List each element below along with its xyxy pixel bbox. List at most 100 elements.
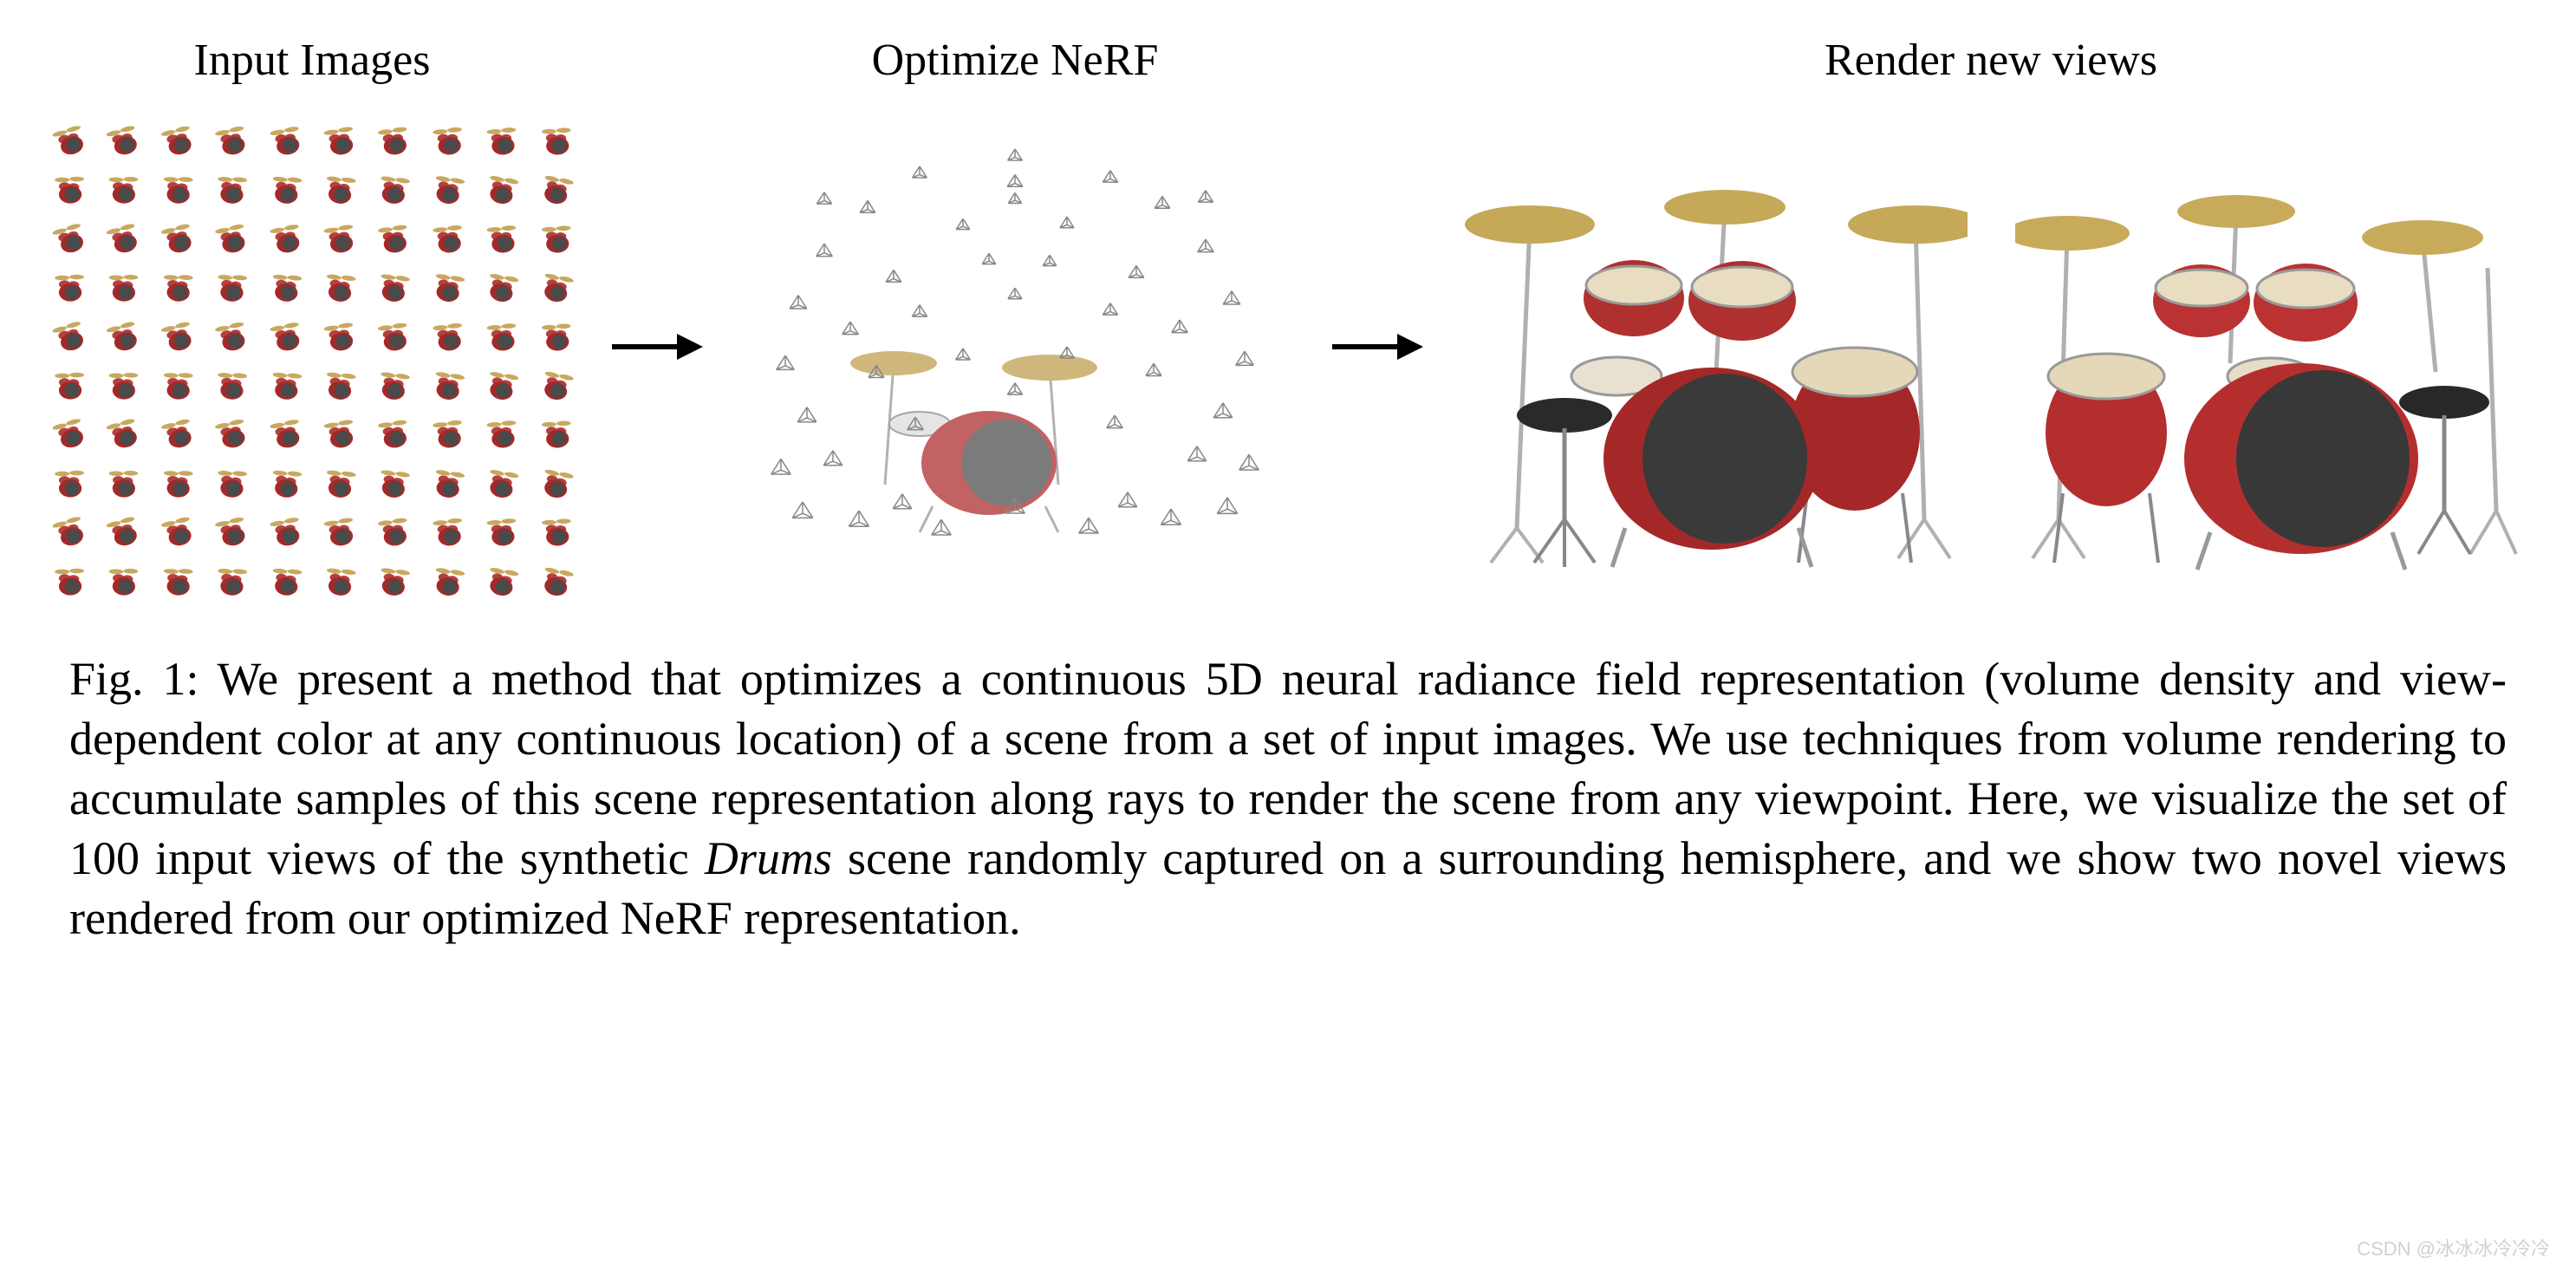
thumbnail bbox=[314, 552, 364, 597]
input-thumbnail-grid bbox=[43, 112, 581, 597]
thumbnail bbox=[152, 552, 202, 597]
thumbnail bbox=[314, 210, 364, 255]
thumbnail bbox=[152, 160, 202, 205]
thumbnail bbox=[530, 258, 581, 303]
thumbnail bbox=[43, 454, 94, 499]
rendered-view-2 bbox=[2015, 112, 2518, 580]
thumbnail bbox=[368, 308, 418, 353]
figure-caption: Fig. 1: We present a method that optimiz… bbox=[35, 649, 2541, 949]
camera-frusta-layer bbox=[746, 112, 1284, 597]
thumbnail bbox=[205, 258, 256, 303]
thumbnail bbox=[205, 552, 256, 597]
watermark: CSDN @冰冰冰冷冷冷 bbox=[2357, 1234, 2550, 1261]
thumbnail bbox=[476, 503, 526, 548]
thumbnail bbox=[530, 356, 581, 401]
arrow-icon bbox=[1328, 321, 1423, 373]
thumbnail bbox=[43, 160, 94, 205]
thumbnail bbox=[43, 210, 94, 255]
thumbnail bbox=[476, 405, 526, 450]
thumbnail bbox=[260, 258, 310, 303]
thumbnail bbox=[43, 552, 94, 597]
thumbnail bbox=[97, 356, 147, 401]
panel-optimize-nerf: Optimize NeRF bbox=[720, 35, 1310, 597]
thumbnail bbox=[205, 356, 256, 401]
rendered-view-1 bbox=[1465, 112, 1968, 580]
thumbnail bbox=[422, 503, 472, 548]
thumbnail bbox=[422, 356, 472, 401]
thumbnail bbox=[97, 308, 147, 353]
thumbnail bbox=[530, 160, 581, 205]
thumbnail bbox=[314, 308, 364, 353]
arrow-icon bbox=[608, 321, 703, 373]
panel2-title: Optimize NeRF bbox=[872, 35, 1159, 86]
thumbnail bbox=[260, 552, 310, 597]
thumbnail bbox=[314, 405, 364, 450]
thumbnail bbox=[368, 356, 418, 401]
thumbnail bbox=[205, 454, 256, 499]
drum-kit-2-svg bbox=[2015, 112, 2518, 580]
drum-kit-1-svg bbox=[1465, 112, 1968, 580]
thumbnail bbox=[43, 356, 94, 401]
thumbnail bbox=[476, 258, 526, 303]
thumbnail bbox=[530, 405, 581, 450]
thumbnail bbox=[152, 356, 202, 401]
thumbnail bbox=[422, 258, 472, 303]
thumbnail bbox=[422, 405, 472, 450]
thumbnail bbox=[530, 503, 581, 548]
figure-container: Input Images bbox=[0, 0, 2576, 949]
thumbnail bbox=[260, 454, 310, 499]
thumbnail bbox=[422, 112, 472, 157]
thumbnail bbox=[530, 308, 581, 353]
thumbnail bbox=[205, 210, 256, 255]
thumbnail bbox=[422, 308, 472, 353]
thumbnail bbox=[43, 112, 94, 157]
thumbnail bbox=[476, 454, 526, 499]
thumbnail bbox=[152, 503, 202, 548]
thumbnail bbox=[260, 405, 310, 450]
panel3-title: Render new views bbox=[1825, 35, 2157, 86]
thumbnail bbox=[97, 112, 147, 157]
caption-italic: Drums bbox=[705, 832, 832, 884]
thumbnail bbox=[476, 210, 526, 255]
thumbnail bbox=[476, 112, 526, 157]
thumbnail bbox=[43, 258, 94, 303]
thumbnail bbox=[205, 308, 256, 353]
panels-row: Input Images bbox=[35, 35, 2541, 597]
thumbnail bbox=[97, 258, 147, 303]
thumbnail bbox=[368, 160, 418, 205]
thumbnail bbox=[422, 160, 472, 205]
thumbnail bbox=[43, 503, 94, 548]
thumbnail bbox=[422, 210, 472, 255]
thumbnail bbox=[476, 160, 526, 205]
thumbnail bbox=[43, 405, 94, 450]
panel1-title: Input Images bbox=[194, 35, 431, 86]
thumbnail bbox=[152, 210, 202, 255]
thumbnail bbox=[260, 308, 310, 353]
panel-input-images: Input Images bbox=[35, 35, 589, 597]
thumbnail bbox=[368, 454, 418, 499]
panel-render-views: Render new views bbox=[1441, 35, 2541, 597]
thumbnail bbox=[152, 308, 202, 353]
thumbnail bbox=[260, 160, 310, 205]
thumbnail bbox=[368, 258, 418, 303]
thumbnail bbox=[530, 210, 581, 255]
thumbnail bbox=[205, 503, 256, 548]
thumbnail bbox=[422, 454, 472, 499]
thumbnail bbox=[530, 112, 581, 157]
thumbnail bbox=[205, 112, 256, 157]
thumbnail bbox=[152, 405, 202, 450]
thumbnail bbox=[368, 552, 418, 597]
thumbnail bbox=[152, 258, 202, 303]
thumbnail bbox=[314, 160, 364, 205]
thumbnail bbox=[97, 503, 147, 548]
thumbnail bbox=[97, 160, 147, 205]
thumbnail bbox=[97, 405, 147, 450]
thumbnail bbox=[530, 552, 581, 597]
thumbnail bbox=[476, 356, 526, 401]
thumbnail bbox=[314, 112, 364, 157]
thumbnail bbox=[260, 210, 310, 255]
thumbnail bbox=[314, 503, 364, 548]
thumbnail bbox=[152, 112, 202, 157]
thumbnail bbox=[368, 503, 418, 548]
thumbnail bbox=[314, 454, 364, 499]
